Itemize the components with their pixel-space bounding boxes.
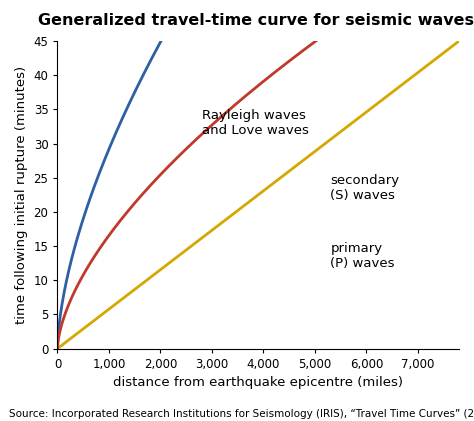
Text: Rayleigh waves
and Love waves: Rayleigh waves and Love waves <box>201 109 309 137</box>
Text: Source: Incorporated Research Institutions for Seismology (IRIS), “Travel Time C: Source: Incorporated Research Institutio… <box>9 409 474 419</box>
Y-axis label: time following initial rupture (minutes): time following initial rupture (minutes) <box>15 66 28 324</box>
Text: secondary
(S) waves: secondary (S) waves <box>330 174 400 202</box>
X-axis label: distance from earthquake epicentre (miles): distance from earthquake epicentre (mile… <box>113 376 403 389</box>
Text: primary
(P) waves: primary (P) waves <box>330 242 395 270</box>
Text: Generalized travel-time curve for seismic waves: Generalized travel-time curve for seismi… <box>38 13 474 28</box>
